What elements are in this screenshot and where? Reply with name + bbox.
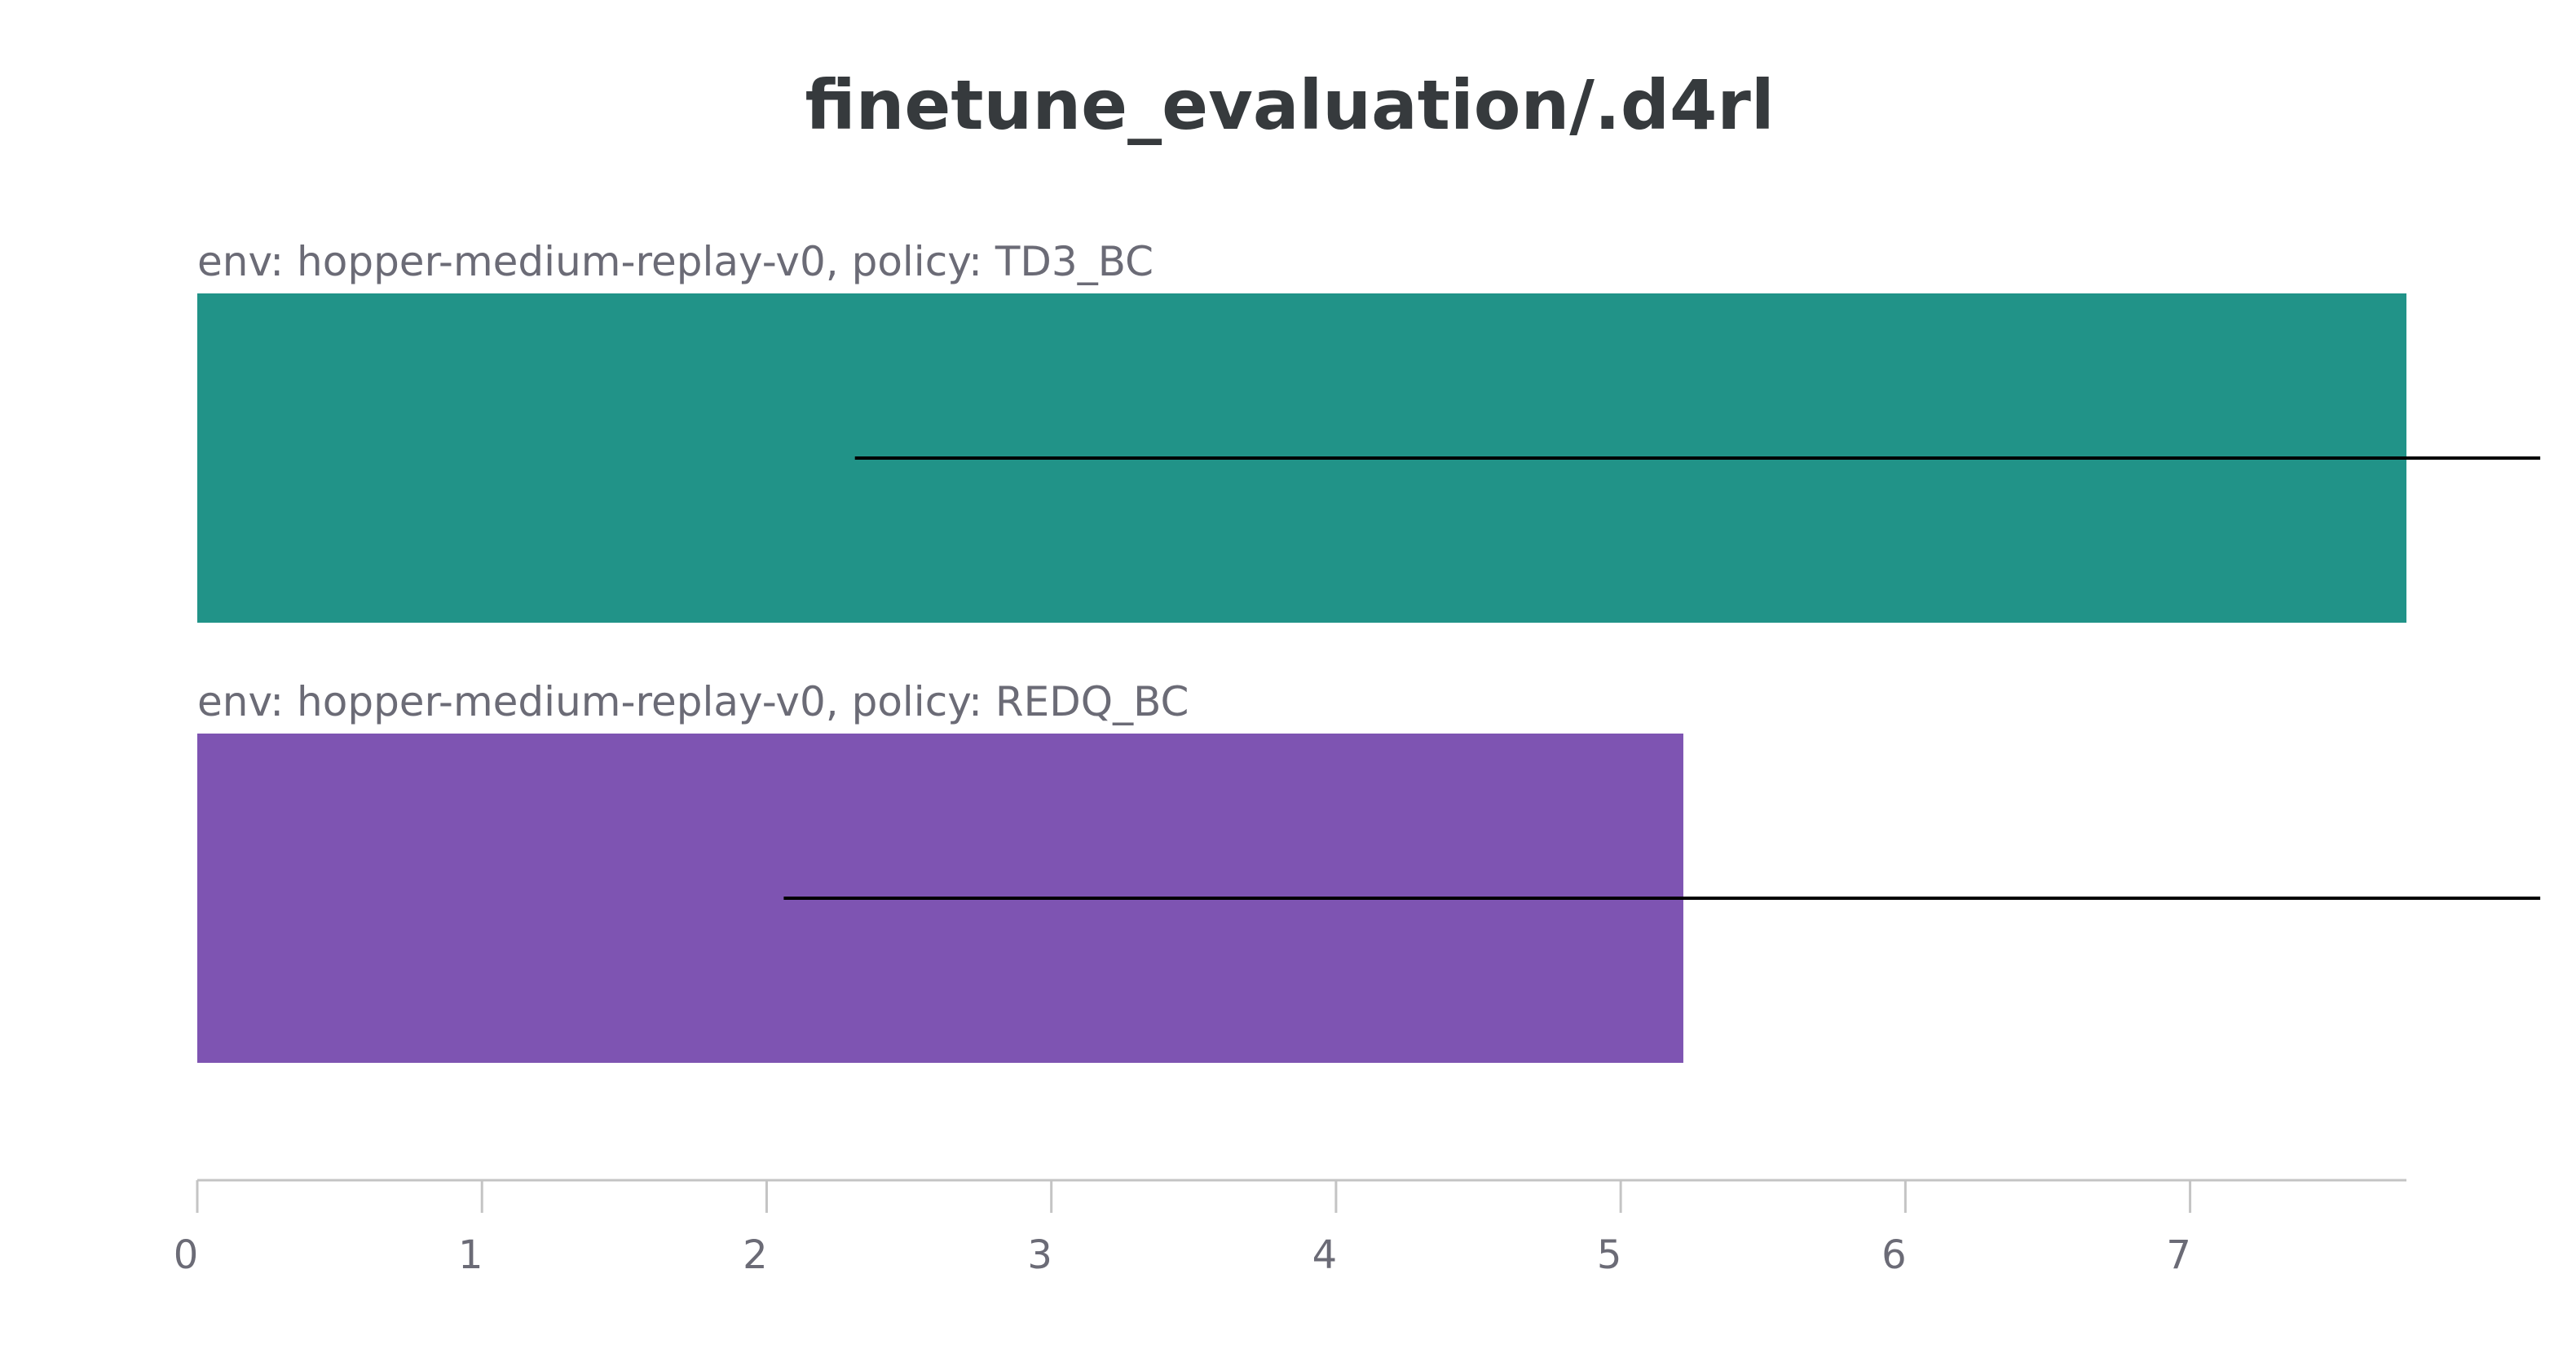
x-tick-label: 3 xyxy=(1027,1232,1052,1278)
x-tick-label: 0 xyxy=(174,1232,199,1278)
x-tick-label: 5 xyxy=(1597,1232,1622,1278)
bars-layer: env: hopper-medium-replay-v0, policy: TD… xyxy=(197,238,2541,1063)
x-tick-label: 6 xyxy=(1881,1232,1907,1278)
bar-label: env: hopper-medium-replay-v0, policy: TD… xyxy=(197,238,1153,285)
x-tick-label: 2 xyxy=(743,1232,768,1278)
x-axis: 0 1 2 3 4 5 6 7 xyxy=(174,1179,2406,1278)
chart-title: finetune_evaluation/.d4rl xyxy=(805,65,1774,145)
x-tick-label: 4 xyxy=(1312,1232,1338,1278)
x-tick-label: 1 xyxy=(458,1232,483,1278)
bar-label: env: hopper-medium-replay-v0, policy: RE… xyxy=(197,678,1189,725)
x-tick-label: 7 xyxy=(2166,1232,2191,1278)
